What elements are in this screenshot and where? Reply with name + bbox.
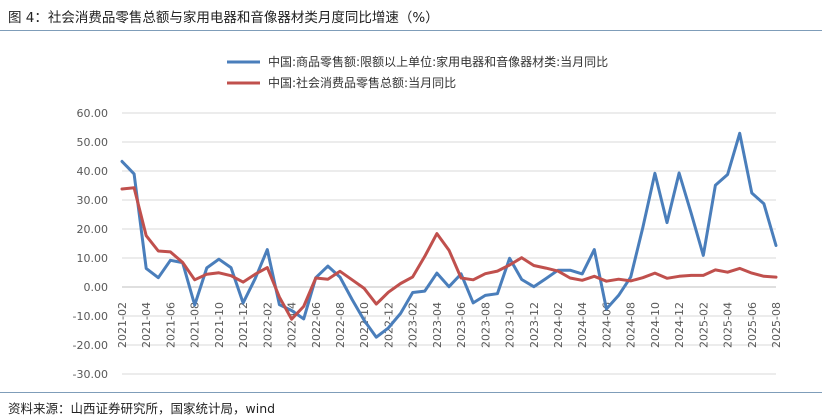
y-tick-label: 60.00 bbox=[77, 107, 109, 120]
series-line-retail-total bbox=[120, 186, 778, 321]
x-tick-label: 2024-12 bbox=[673, 302, 686, 348]
x-tick-label: 2022-08 bbox=[334, 302, 347, 348]
x-tick-label: 2021-02 bbox=[116, 302, 129, 348]
legend-label: 中国:商品零售额:限额以上单位:家用电器和音像器材类:当月同比 bbox=[268, 54, 608, 69]
x-tick-label: 2023-06 bbox=[455, 302, 468, 348]
x-tick-label: 2025-04 bbox=[722, 302, 735, 348]
legend-label: 中国:社会消费品零售总额:当月同比 bbox=[268, 75, 456, 90]
x-tick-label: 2024-02 bbox=[552, 302, 565, 348]
x-tick-label: 2024-10 bbox=[649, 302, 662, 348]
figure-title: 图 4：社会消费品零售总额与家用电器和音像器材类月度同比增速（%） bbox=[8, 10, 439, 26]
x-tick-label: 2021-12 bbox=[237, 302, 250, 348]
y-tick-label: 30.00 bbox=[77, 194, 109, 207]
x-tick-label: 2021-10 bbox=[213, 302, 226, 348]
y-tick-label: 50.00 bbox=[77, 136, 109, 149]
x-tick-label: 2021-08 bbox=[189, 302, 202, 348]
y-tick-label: -30.00 bbox=[73, 368, 108, 381]
y-tick-label: 10.00 bbox=[77, 252, 109, 265]
bottom-divider bbox=[0, 392, 822, 393]
x-tick-label: 2023-12 bbox=[528, 302, 541, 348]
source-note: 资料来源：山西证券研究所，国家统计局，wind bbox=[8, 401, 276, 416]
y-tick-label: -20.00 bbox=[73, 339, 108, 352]
x-tick-label: 2024-08 bbox=[625, 302, 638, 348]
x-tick-label: 2023-10 bbox=[504, 302, 517, 348]
y-tick-label: 20.00 bbox=[77, 223, 109, 236]
x-tick-label: 2023-02 bbox=[407, 302, 420, 348]
x-tick-label: 2021-04 bbox=[140, 302, 153, 348]
x-tick-label: 2024-06 bbox=[600, 302, 613, 348]
y-tick-label: 0.00 bbox=[84, 281, 109, 294]
x-tick-label: 2025-02 bbox=[697, 302, 710, 348]
x-tick-label: 2023-08 bbox=[479, 302, 492, 348]
x-tick-label: 2021-06 bbox=[164, 302, 177, 348]
y-tick-label: 40.00 bbox=[77, 165, 109, 178]
x-tick-label: 2024-04 bbox=[576, 302, 589, 348]
y-tick-label: -10.00 bbox=[73, 310, 108, 323]
x-tick-label: 2022-02 bbox=[261, 302, 274, 348]
x-tick-label: 2022-06 bbox=[310, 302, 323, 348]
x-tick-label: 2025-06 bbox=[746, 302, 759, 348]
x-tick-label: 2025-08 bbox=[770, 302, 783, 348]
series-line-appliances bbox=[120, 131, 778, 339]
title-divider bbox=[0, 30, 822, 31]
x-tick-label: 2023-04 bbox=[431, 302, 444, 348]
